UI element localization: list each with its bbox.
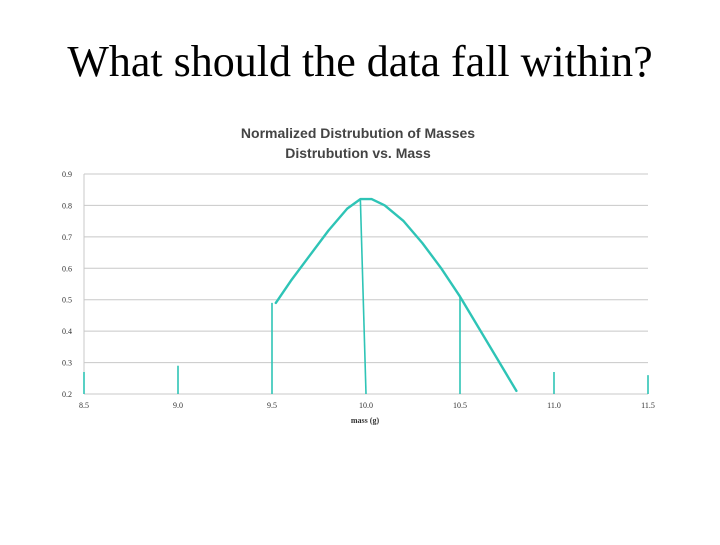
x-tick-label-6: 11.5 (641, 401, 655, 410)
y-tick-label-6: 0.8 (62, 201, 72, 210)
data-point-0-5 (359, 198, 362, 200)
chart-subtitle: Distrubution vs. Mass (285, 145, 431, 161)
x-tick-label-4: 10.5 (453, 401, 467, 410)
grid-lines (83, 173, 648, 395)
data-point-0-4 (346, 207, 349, 210)
y-tick-label-3: 0.5 (62, 296, 72, 305)
y-tick-label-1: 0.3 (62, 359, 72, 368)
y-tick-label-4: 0.6 (62, 264, 72, 273)
x-tick-label-3: 10.0 (359, 401, 373, 410)
data-point-0-2 (308, 254, 311, 257)
x-tick-label-0: 8.5 (79, 401, 89, 410)
data-point-0-3 (327, 229, 330, 232)
vertical-markers (83, 199, 649, 395)
data-point-0-14 (515, 390, 518, 392)
y-axis-ticks: 0.2 0.3 0.4 0.5 0.6 0.7 0.8 0.9 (62, 170, 72, 399)
x-axis-label: mass (g) (351, 416, 380, 425)
slide-title: What should the data fall within? (67, 37, 653, 86)
data-point-0-7 (384, 204, 386, 207)
x-tick-label-2: 9.5 (267, 401, 277, 410)
x-tick-label-1: 9.0 (173, 401, 183, 410)
data-point-0-12 (478, 327, 480, 329)
data-point-0-9 (421, 242, 424, 244)
data-point-0-0 (274, 302, 277, 304)
chart-title: Normalized Distrubution of Masses (241, 125, 475, 141)
x-tick-label-5: 11.0 (547, 401, 561, 410)
y-tick-label-0: 0.2 (62, 390, 72, 399)
y-tick-label-2: 0.4 (62, 327, 72, 336)
series-layer (274, 197, 518, 393)
y-tick-label-5: 0.7 (62, 233, 72, 242)
data-point-0-10 (440, 267, 443, 270)
y-tick-label-7: 0.9 (62, 170, 72, 179)
vertical-marker-3 (359, 199, 367, 395)
data-point-0-13 (496, 358, 499, 361)
data-point-0-11 (459, 295, 461, 298)
data-point-0-8 (402, 220, 405, 222)
data-point-0-6 (370, 198, 373, 200)
data-point-0-1 (290, 280, 292, 282)
x-axis-ticks: 8.5 9.0 9.5 10.0 10.5 11.0 11.5 (79, 401, 655, 410)
